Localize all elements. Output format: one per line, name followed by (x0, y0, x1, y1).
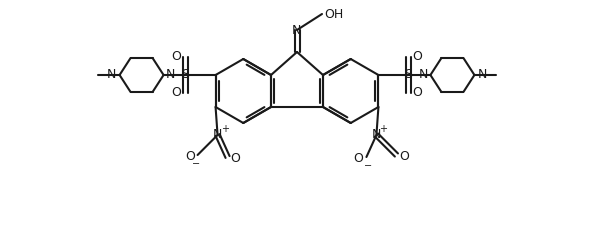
Text: N: N (478, 68, 487, 82)
Text: S: S (181, 68, 190, 82)
Text: N: N (372, 129, 381, 141)
Text: O: O (412, 86, 422, 99)
Text: +: + (221, 124, 228, 134)
Text: O: O (353, 153, 364, 165)
Text: S: S (405, 68, 412, 82)
Text: OH: OH (324, 8, 344, 20)
Text: N: N (292, 24, 300, 38)
Text: O: O (231, 153, 240, 165)
Text: O: O (412, 51, 422, 63)
Text: −: − (192, 159, 200, 169)
Text: O: O (171, 86, 181, 99)
Text: N: N (419, 68, 428, 82)
Text: O: O (399, 150, 409, 164)
Text: O: O (186, 150, 196, 164)
Text: N: N (166, 68, 176, 82)
Text: O: O (171, 51, 181, 63)
Text: N: N (107, 68, 116, 82)
Text: −: − (364, 161, 372, 171)
Text: +: + (380, 124, 387, 134)
Text: N: N (213, 129, 223, 141)
